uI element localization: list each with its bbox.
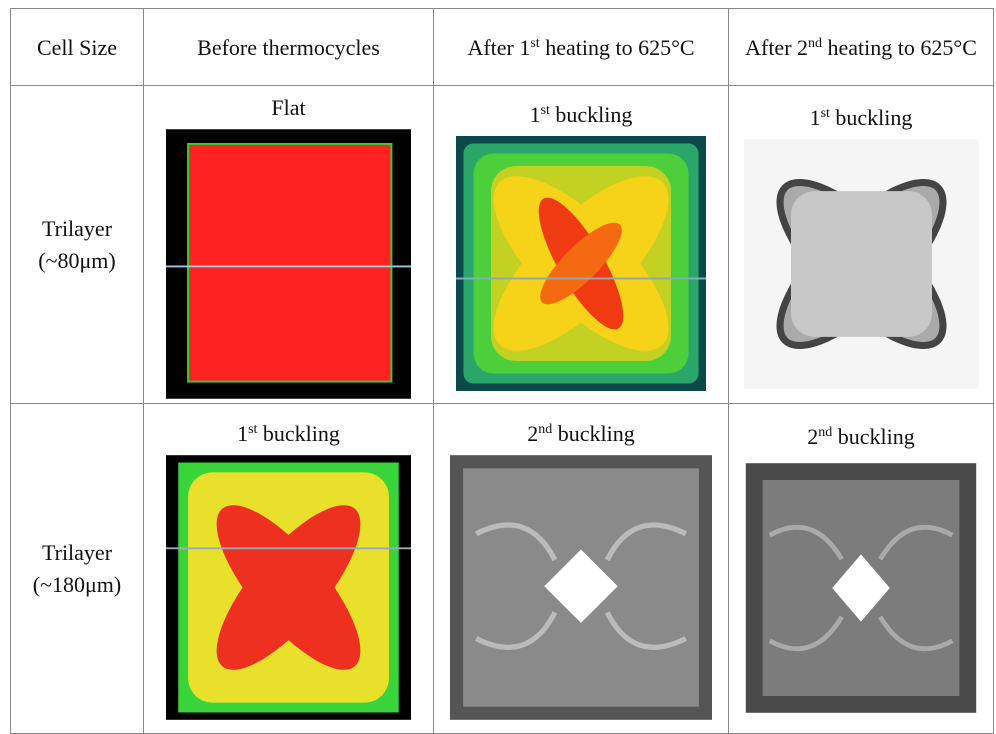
header-cell: After 2nd heating to 625°C	[729, 9, 994, 86]
image-cell: 2nd buckling	[729, 404, 994, 734]
caption-text: buckling	[550, 102, 633, 127]
header-text: After 2	[745, 35, 808, 60]
label-line: Trilayer	[42, 540, 112, 565]
header-text: After 1	[467, 35, 530, 60]
label-line: Trilayer	[42, 216, 112, 241]
superscript: nd	[818, 425, 832, 440]
shape-image	[741, 458, 981, 718]
label-line: (~180μm)	[33, 572, 121, 597]
caption-text: buckling	[257, 421, 340, 446]
image-cell: 2nd buckling	[434, 404, 729, 734]
caption-text: buckling	[552, 421, 635, 446]
superscript: nd	[808, 36, 822, 51]
row: Trilayer(~180μm) 1st buckling 2nd buckli…	[11, 404, 994, 734]
caption-text: Flat	[271, 95, 305, 120]
superscript: nd	[538, 422, 552, 437]
image-cell: 1st buckling	[434, 86, 729, 404]
header-text: Before thermocycles	[197, 35, 380, 60]
shape-image	[450, 455, 712, 720]
caption: 1st buckling	[144, 421, 433, 447]
header-text: Cell Size	[37, 35, 117, 60]
label-line: (~80μm)	[38, 248, 115, 273]
caption-text: 1	[530, 102, 541, 127]
superscript: st	[821, 106, 830, 121]
header-cell: After 1st heating to 625°C	[434, 9, 729, 86]
header-row: Cell Size Before thermocycles After 1st …	[11, 9, 994, 86]
image-cell: Flat	[144, 86, 434, 404]
image-cell: 1st buckling	[144, 404, 434, 734]
caption-text: 1	[810, 105, 821, 130]
caption: 2nd buckling	[729, 424, 993, 450]
row-label: Trilayer (~180μm)	[11, 404, 144, 734]
caption-text: buckling	[832, 424, 915, 449]
height-map	[166, 455, 411, 720]
caption-text: buckling	[830, 105, 913, 130]
caption: Flat	[144, 95, 433, 121]
caption-text: 1	[237, 421, 248, 446]
row: Trilayer(~80μm) Flat 1st buckling 1st bu…	[11, 86, 994, 404]
header-cell: Cell Size	[11, 9, 144, 86]
header-text: heating to 625°C	[540, 35, 695, 60]
caption: 1st buckling	[729, 105, 993, 131]
height-map	[456, 136, 706, 391]
header-text: heating to 625°C	[822, 35, 977, 60]
caption: 1st buckling	[434, 102, 728, 128]
superscript: st	[541, 103, 550, 118]
superscript: st	[530, 36, 539, 51]
caption: 2nd buckling	[434, 421, 728, 447]
caption-text: 2	[527, 421, 538, 446]
page: Cell Size Before thermocycles After 1st …	[0, 0, 996, 721]
row-label: Trilayer (~80μm)	[11, 86, 144, 404]
image-cell: 1st buckling	[729, 86, 994, 404]
header-cell: Before thermocycles	[144, 9, 434, 86]
caption-text: 2	[807, 424, 818, 449]
shape-image	[744, 139, 979, 389]
flat-map	[166, 129, 411, 399]
results-table: Cell Size Before thermocycles After 1st …	[10, 8, 994, 734]
